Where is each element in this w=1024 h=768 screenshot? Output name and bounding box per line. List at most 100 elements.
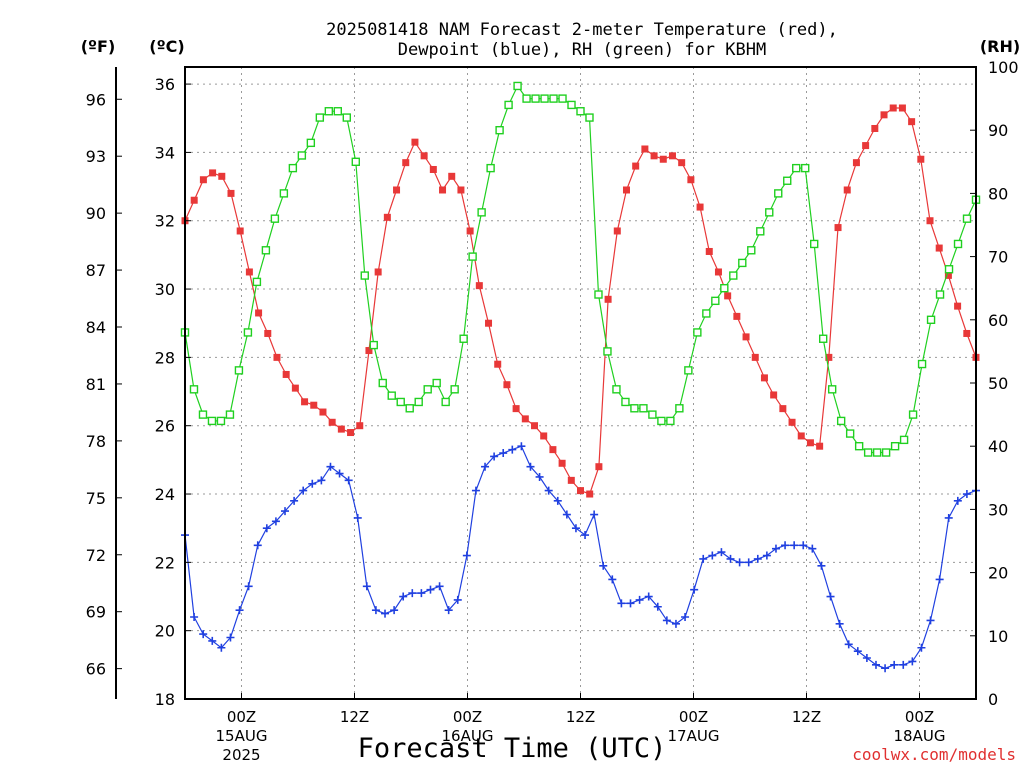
rh-point bbox=[576, 107, 585, 116]
celsius-tick-label: 34 bbox=[155, 143, 175, 162]
fahrenheit-tick-label: 72 bbox=[86, 546, 106, 565]
rh-point bbox=[333, 107, 343, 116]
temp-point bbox=[880, 111, 888, 119]
temp-point bbox=[650, 152, 658, 160]
temp-point bbox=[770, 391, 778, 399]
dewpoint-point bbox=[399, 592, 408, 601]
dewpoint-point bbox=[553, 496, 562, 505]
dewpoint-point bbox=[417, 589, 426, 598]
temp-point bbox=[310, 401, 318, 409]
rh-point bbox=[495, 125, 504, 135]
rh-point bbox=[720, 284, 729, 293]
dewpoint-point bbox=[681, 613, 690, 622]
x-tick-date-label: 18AUG bbox=[894, 727, 946, 745]
temp-point bbox=[245, 268, 253, 276]
temp-point bbox=[273, 353, 281, 361]
x-tick-time-label: 12Z bbox=[340, 708, 369, 726]
dewpoint-point bbox=[908, 657, 917, 666]
fahrenheit-ticks: 96 93 90 87 84 81 78 75 72 69 66 bbox=[86, 90, 122, 679]
temp-point bbox=[908, 118, 916, 126]
rh-tick-label: 30 bbox=[988, 500, 1008, 519]
rh-unit-label: (RH) bbox=[980, 37, 1020, 56]
fahrenheit-tick-label: 78 bbox=[86, 432, 106, 451]
fahrenheit-unit-label: (ºF) bbox=[81, 37, 116, 56]
celsius-tick-label: 18 bbox=[155, 690, 175, 709]
dewpoint-point bbox=[517, 442, 526, 451]
celsius-ticks: 36 34 32 30 28 26 24 22 20 18 bbox=[155, 75, 191, 709]
fahrenheit-tick-label: 84 bbox=[86, 318, 106, 337]
dewpoint-point bbox=[717, 548, 726, 557]
temp-point bbox=[862, 142, 870, 150]
fahrenheit-tick-label: 90 bbox=[86, 204, 106, 223]
temp-point bbox=[558, 459, 566, 467]
dewpoint-point bbox=[217, 643, 226, 652]
credit-text: coolwx.com/models bbox=[852, 745, 1016, 764]
x-tick-year-label: 2025 bbox=[222, 746, 260, 764]
rh-point bbox=[387, 391, 396, 400]
temp-point bbox=[779, 405, 787, 413]
celsius-unit-label: (ºC) bbox=[149, 37, 184, 56]
dewpoint-point bbox=[471, 486, 480, 495]
x-axis-title: Forecast Time (UTC) bbox=[358, 733, 667, 764]
rh-point bbox=[810, 239, 819, 249]
temp-point bbox=[291, 384, 299, 392]
temp-point bbox=[705, 247, 713, 255]
rh-tick-label: 70 bbox=[988, 248, 1008, 267]
temp-point bbox=[301, 398, 309, 406]
rh-point bbox=[926, 315, 936, 324]
rh-point bbox=[639, 404, 648, 413]
rh-point bbox=[558, 94, 567, 103]
temp-point bbox=[926, 217, 934, 225]
temp-point bbox=[714, 268, 722, 276]
temp-point bbox=[816, 442, 824, 450]
temp-point bbox=[963, 329, 971, 337]
x-tick-date-label: 15AUG bbox=[216, 727, 268, 745]
rh-point bbox=[603, 347, 612, 356]
celsius-tick-label: 26 bbox=[155, 417, 175, 436]
dewpoint-point bbox=[362, 582, 371, 591]
rh-tick-label: 10 bbox=[988, 627, 1008, 646]
rh-point bbox=[396, 397, 405, 407]
dewpoint-point bbox=[562, 510, 571, 519]
rh-point bbox=[450, 385, 459, 394]
rh-point bbox=[522, 94, 531, 103]
temp-point bbox=[604, 295, 612, 303]
rh-point bbox=[369, 340, 378, 350]
dewpoint-point bbox=[599, 561, 608, 570]
dewpoint-point bbox=[853, 647, 862, 656]
temp-point bbox=[632, 162, 640, 170]
rh-point bbox=[836, 416, 846, 426]
temp-point bbox=[577, 487, 584, 495]
dewpoint-point bbox=[208, 636, 217, 645]
rh-point bbox=[827, 385, 837, 394]
rh-point bbox=[765, 208, 774, 217]
rh-point bbox=[801, 163, 810, 173]
dewpoint-point bbox=[281, 507, 290, 516]
rh-point bbox=[225, 410, 235, 419]
rh-point bbox=[288, 163, 298, 173]
rh-point bbox=[414, 397, 423, 407]
rh-point bbox=[585, 113, 594, 122]
dewpoint-point bbox=[926, 616, 935, 625]
rh-tick-label: 40 bbox=[988, 437, 1008, 456]
temp-point bbox=[549, 446, 557, 454]
dewpoint-point bbox=[353, 513, 362, 522]
rh-point bbox=[899, 435, 909, 445]
dewpoint-point bbox=[617, 599, 626, 608]
dewpoint-point bbox=[799, 541, 808, 550]
rh-point bbox=[351, 157, 360, 167]
rh-point bbox=[648, 410, 657, 419]
x-tick-time-label: 12Z bbox=[792, 708, 821, 726]
rh-point bbox=[477, 208, 486, 217]
rh-point bbox=[666, 416, 675, 426]
rh-point bbox=[612, 385, 621, 394]
x-tick-time-label: 12Z bbox=[566, 708, 595, 726]
dewpoint-point bbox=[962, 490, 971, 499]
temp-point bbox=[466, 227, 474, 235]
temp-point bbox=[337, 425, 345, 433]
rh-point bbox=[738, 258, 747, 268]
dewpoint-point bbox=[526, 462, 535, 471]
rh-point bbox=[935, 290, 945, 299]
